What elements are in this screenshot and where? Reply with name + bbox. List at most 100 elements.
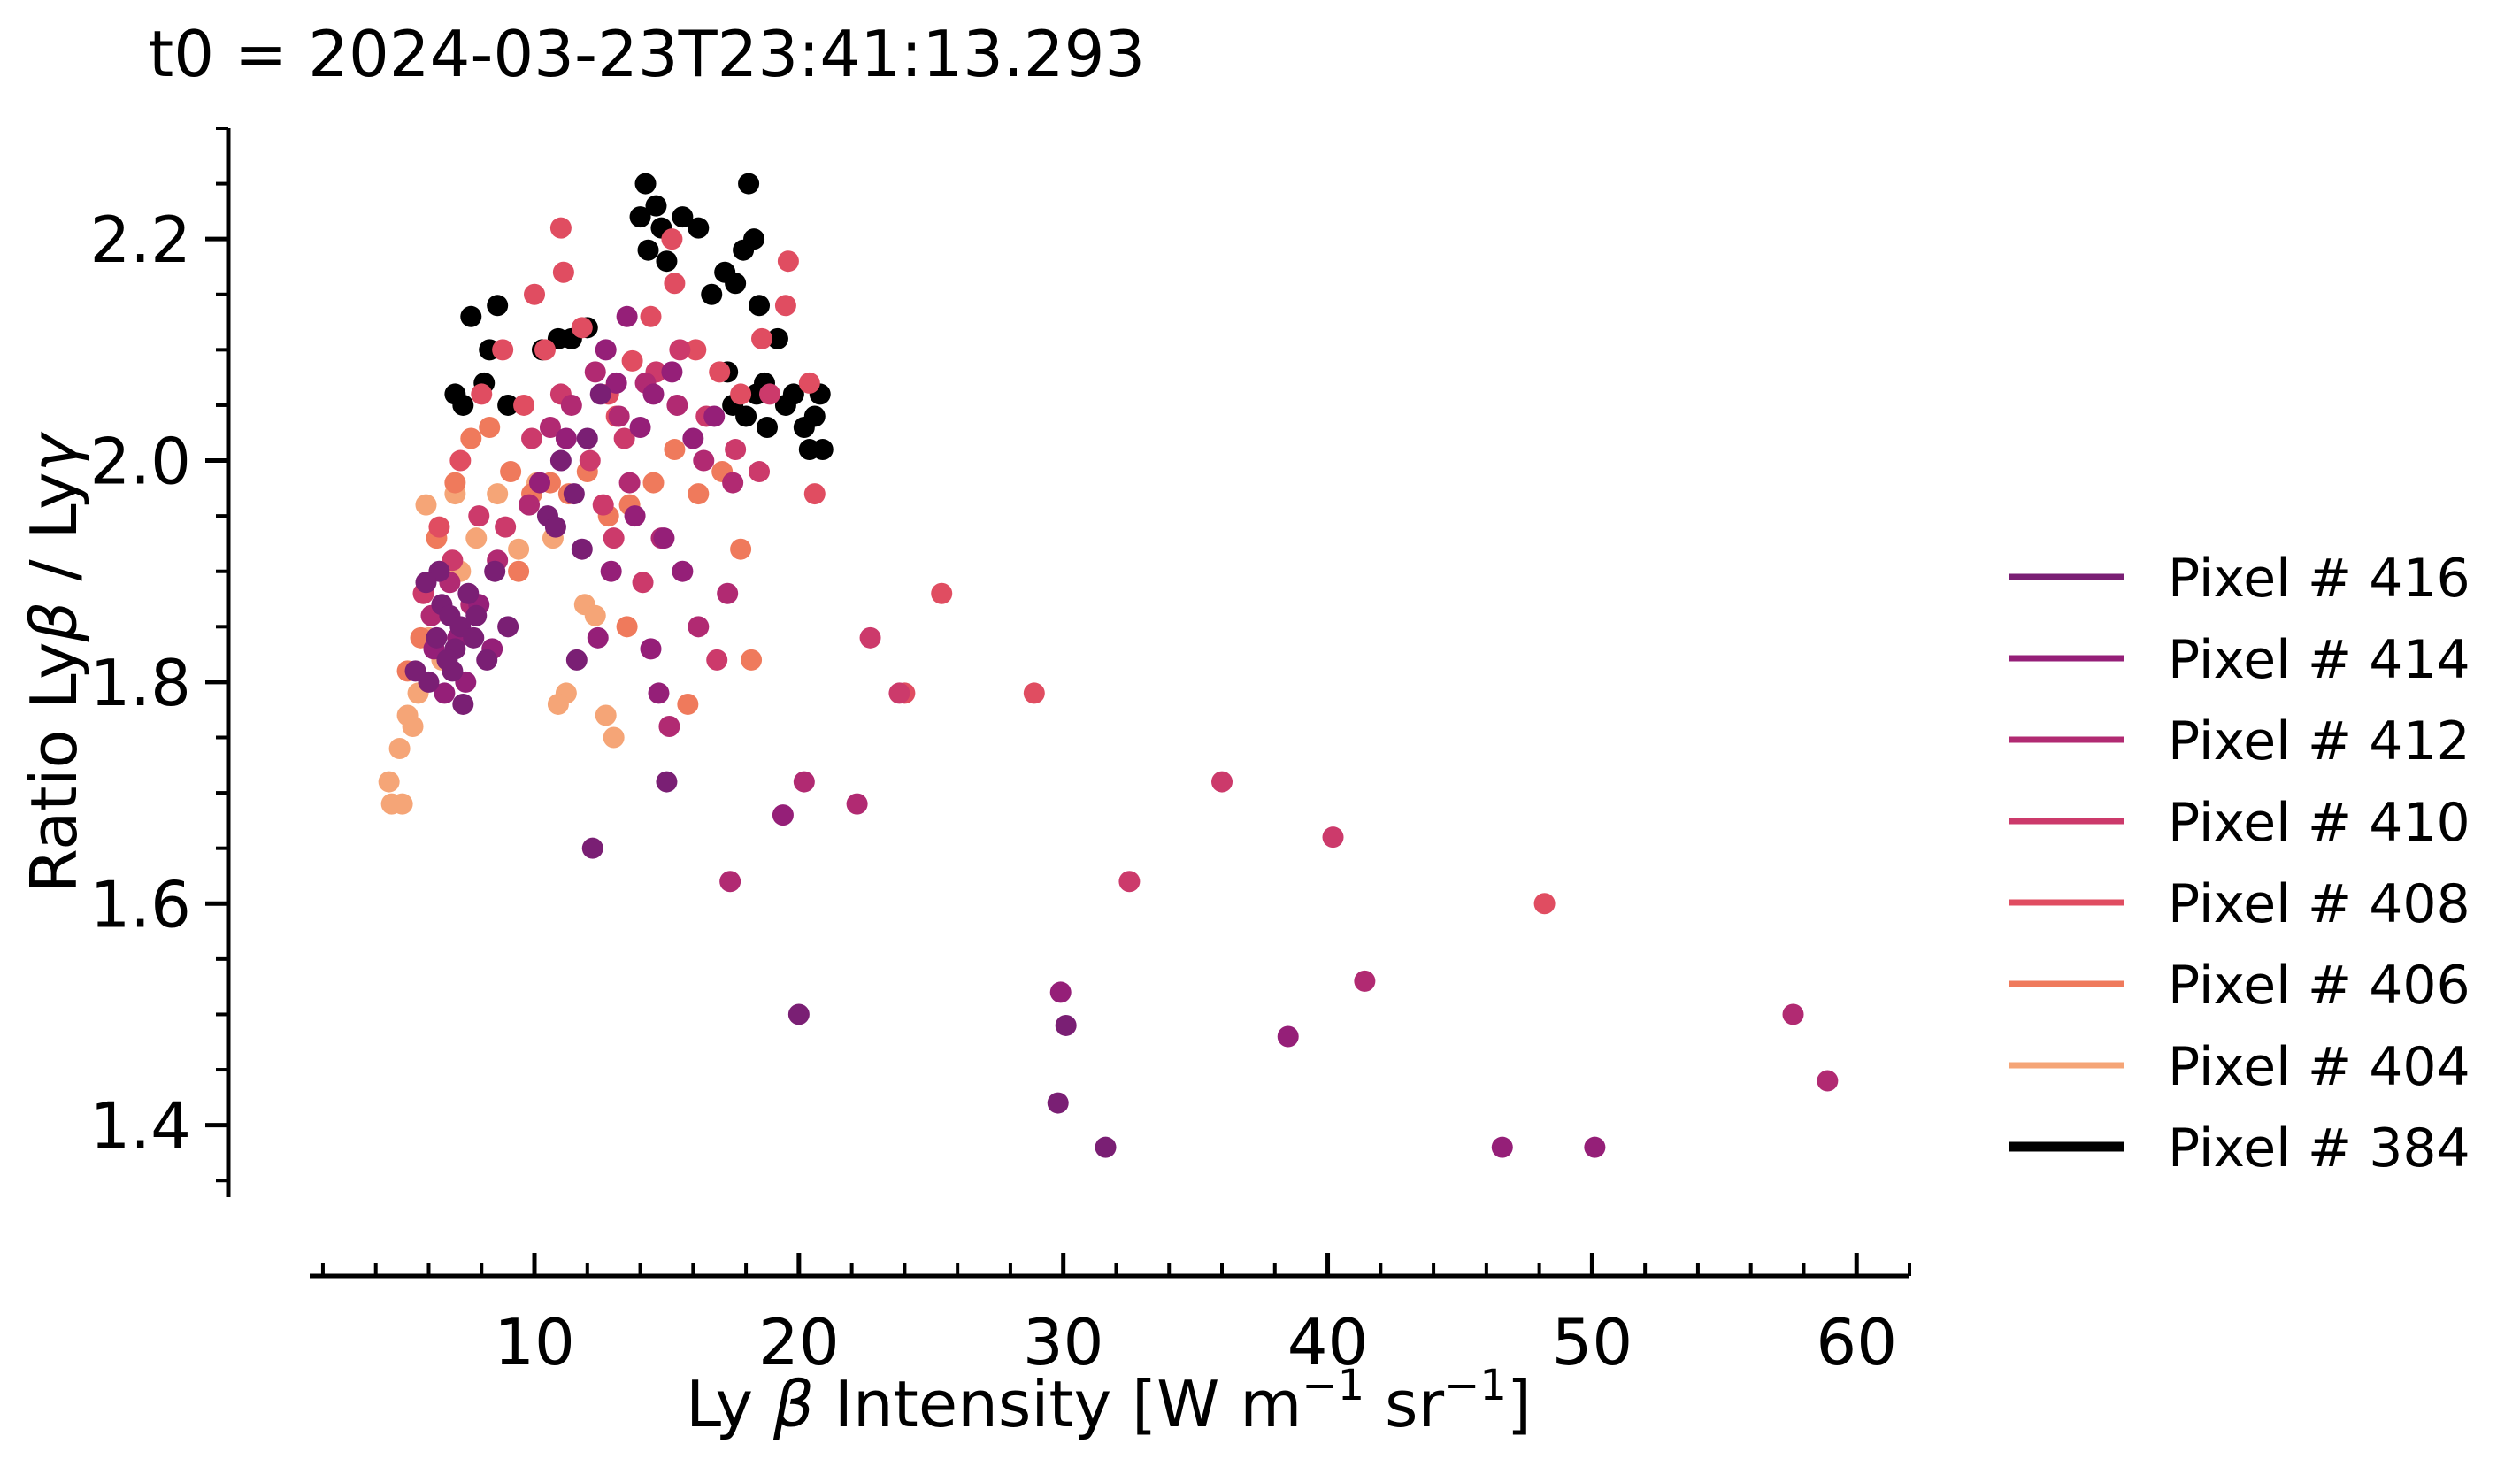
data-point — [549, 449, 572, 472]
series-pixel-412 — [420, 361, 1839, 1092]
data-point — [1047, 1092, 1069, 1114]
x-tick-label: 40 — [1287, 1305, 1369, 1379]
data-point — [788, 1003, 810, 1025]
data-point — [672, 560, 694, 582]
data-point — [497, 394, 519, 416]
data-point — [487, 295, 509, 317]
data-point — [656, 771, 678, 793]
x-axis-label: Ly β Intensity [W m−1 sr−1] — [686, 1361, 1532, 1441]
data-point — [782, 383, 804, 405]
data-point — [508, 560, 530, 582]
data-point — [544, 516, 566, 538]
data-point — [1023, 682, 1045, 704]
y-axis: 1.4 1.6 1.8 2.0 2.2 — [89, 127, 231, 1197]
data-point — [460, 305, 482, 327]
data-point — [653, 527, 675, 549]
data-point — [709, 361, 731, 383]
data-point — [1491, 1136, 1513, 1158]
data-point — [1277, 1025, 1299, 1048]
legend-label: Pixel # 406 — [2168, 955, 2470, 1017]
data-point — [479, 416, 501, 438]
data-point — [587, 626, 609, 649]
data-point — [539, 416, 561, 438]
data-point — [618, 472, 641, 494]
data-point — [634, 173, 657, 195]
series-pixel-384 — [444, 173, 834, 461]
data-point — [563, 483, 585, 505]
data-point — [605, 372, 627, 394]
data-point — [1118, 871, 1141, 893]
data-point — [592, 494, 614, 516]
data-point — [661, 228, 683, 250]
data-point — [595, 339, 617, 361]
data-point — [672, 206, 694, 228]
data-point — [685, 339, 707, 361]
chart-title: t0 = 2024-03-23T23:41:13.293 — [149, 17, 1145, 91]
data-point — [576, 427, 598, 449]
data-point — [1584, 1136, 1606, 1158]
data-point — [460, 427, 482, 449]
data-point — [888, 682, 910, 704]
data-point — [677, 693, 699, 715]
data-point — [642, 383, 665, 405]
legend: Pixel # 416 Pixel # 414 Pixel # 412 Pixel #… — [2009, 548, 2470, 1179]
data-point — [426, 626, 448, 649]
data-point — [487, 483, 509, 505]
data-point — [859, 626, 881, 649]
data-point — [444, 472, 466, 494]
data-point — [756, 416, 778, 438]
data-point — [552, 261, 574, 283]
data-point — [725, 439, 747, 461]
data-point — [682, 427, 704, 449]
data-point — [688, 217, 710, 239]
data-point — [701, 283, 723, 305]
data-point — [666, 394, 688, 416]
data-point — [664, 439, 686, 461]
data-point — [484, 560, 506, 582]
data-point — [725, 273, 747, 295]
data-point — [603, 527, 625, 549]
data-point — [584, 604, 606, 626]
data-point — [1817, 1070, 1839, 1092]
x-tick-label: 10 — [494, 1305, 575, 1379]
y-tick-label: 2.2 — [89, 203, 191, 277]
legend-label: Pixel # 410 — [2168, 792, 2470, 854]
data-point — [581, 837, 603, 859]
data-point — [500, 461, 522, 483]
data-point — [735, 405, 757, 427]
data-point — [471, 383, 493, 405]
data-point — [616, 616, 638, 638]
data-point — [803, 405, 826, 427]
data-point — [1782, 1003, 1804, 1025]
data-point — [624, 505, 646, 527]
data-point — [595, 704, 617, 726]
y-tick-label: 1.8 — [89, 646, 191, 720]
data-points — [378, 173, 1839, 1158]
data-point — [579, 449, 601, 472]
y-tick-label: 1.4 — [89, 1089, 191, 1164]
data-point — [415, 494, 437, 516]
x-axis: 10 20 30 40 50 60 — [310, 1253, 1911, 1379]
data-point — [521, 427, 543, 449]
series-pixel-414 — [423, 305, 1606, 1158]
data-point — [584, 361, 606, 383]
data-point — [648, 682, 670, 704]
data-point — [1055, 1014, 1077, 1036]
data-point — [571, 538, 593, 560]
data-point — [777, 250, 799, 273]
series-pixel-408 — [428, 217, 1556, 915]
data-point — [1049, 981, 1072, 1003]
data-point — [730, 538, 752, 560]
data-point — [513, 394, 535, 416]
data-point — [931, 582, 953, 604]
data-point — [621, 349, 643, 372]
data-point — [730, 383, 752, 405]
data-point — [703, 405, 726, 427]
x-tick-label: 20 — [758, 1305, 840, 1379]
data-point — [560, 394, 582, 416]
data-point — [749, 295, 771, 317]
data-point — [1533, 893, 1556, 915]
data-point — [629, 416, 651, 438]
data-point — [589, 383, 611, 405]
